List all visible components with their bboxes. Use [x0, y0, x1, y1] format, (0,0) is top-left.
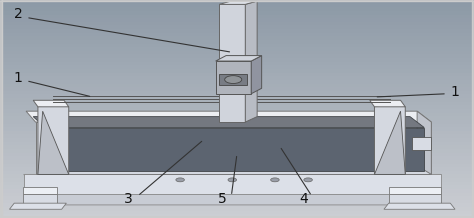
- Polygon shape: [38, 102, 69, 174]
- Circle shape: [304, 178, 312, 182]
- Bar: [0, 178, 474, 182]
- Polygon shape: [374, 111, 405, 174]
- Bar: [0, 156, 474, 160]
- Bar: [0, 131, 474, 135]
- Bar: [0, 29, 474, 33]
- Bar: [0, 26, 474, 29]
- Polygon shape: [219, 1, 257, 4]
- Bar: [0, 40, 474, 44]
- Bar: [0, 83, 474, 87]
- Polygon shape: [23, 187, 57, 194]
- Bar: [0, 127, 474, 131]
- Bar: [0, 62, 474, 65]
- Polygon shape: [36, 122, 431, 174]
- Bar: [0, 214, 474, 218]
- Bar: [0, 189, 474, 192]
- Bar: [0, 200, 474, 203]
- Polygon shape: [374, 102, 405, 174]
- Polygon shape: [216, 56, 262, 61]
- Polygon shape: [389, 187, 441, 194]
- Polygon shape: [389, 194, 441, 205]
- Polygon shape: [384, 203, 455, 209]
- Bar: [0, 116, 474, 120]
- Polygon shape: [216, 61, 251, 94]
- Polygon shape: [219, 4, 246, 122]
- Bar: [0, 124, 474, 127]
- Bar: [0, 73, 474, 76]
- Bar: [0, 98, 474, 102]
- Bar: [0, 120, 474, 124]
- Bar: [0, 7, 474, 11]
- Bar: [0, 196, 474, 200]
- Text: 1: 1: [14, 72, 22, 85]
- Bar: [0, 167, 474, 171]
- Bar: [0, 91, 474, 94]
- Polygon shape: [219, 74, 247, 85]
- Bar: [0, 87, 474, 91]
- Bar: [0, 211, 474, 214]
- Bar: [0, 174, 474, 178]
- Bar: [0, 135, 474, 138]
- Bar: [0, 192, 474, 196]
- Bar: [0, 0, 474, 4]
- Bar: [0, 11, 474, 15]
- Bar: [0, 185, 474, 189]
- Bar: [0, 15, 474, 18]
- Polygon shape: [417, 111, 431, 174]
- Bar: [0, 58, 474, 62]
- Polygon shape: [251, 56, 262, 94]
- Circle shape: [176, 178, 184, 182]
- Bar: [0, 102, 474, 105]
- Bar: [0, 182, 474, 185]
- Bar: [0, 18, 474, 22]
- Bar: [0, 149, 474, 153]
- Polygon shape: [33, 100, 69, 107]
- Bar: [0, 51, 474, 54]
- Bar: [0, 171, 474, 174]
- Circle shape: [228, 178, 237, 182]
- Polygon shape: [24, 194, 441, 205]
- Text: 3: 3: [124, 192, 132, 206]
- Bar: [0, 4, 474, 7]
- Polygon shape: [26, 111, 431, 122]
- Polygon shape: [24, 174, 441, 194]
- Text: 5: 5: [219, 192, 227, 206]
- Bar: [0, 207, 474, 211]
- Circle shape: [271, 178, 279, 182]
- Bar: [0, 109, 474, 113]
- Polygon shape: [370, 100, 405, 107]
- Bar: [0, 44, 474, 47]
- Circle shape: [225, 76, 242, 83]
- Bar: [0, 203, 474, 207]
- Bar: [0, 36, 474, 40]
- Bar: [0, 142, 474, 145]
- Text: 1: 1: [451, 85, 459, 99]
- Bar: [0, 145, 474, 149]
- Bar: [0, 105, 474, 109]
- Polygon shape: [45, 128, 424, 171]
- Polygon shape: [9, 203, 66, 209]
- Bar: [0, 47, 474, 51]
- Bar: [0, 33, 474, 36]
- Text: 2: 2: [14, 7, 22, 21]
- Polygon shape: [23, 194, 57, 205]
- Polygon shape: [412, 137, 431, 150]
- Polygon shape: [246, 1, 257, 122]
- Bar: [0, 113, 474, 116]
- Bar: [0, 54, 474, 58]
- Polygon shape: [33, 117, 424, 128]
- Bar: [0, 69, 474, 73]
- Text: 4: 4: [299, 192, 308, 206]
- Polygon shape: [38, 111, 69, 174]
- Bar: [0, 94, 474, 98]
- Bar: [0, 22, 474, 26]
- Bar: [0, 164, 474, 167]
- Bar: [0, 138, 474, 142]
- Bar: [0, 76, 474, 80]
- Bar: [0, 80, 474, 83]
- Bar: [0, 153, 474, 156]
- Polygon shape: [24, 174, 441, 187]
- Bar: [0, 65, 474, 69]
- Bar: [0, 160, 474, 164]
